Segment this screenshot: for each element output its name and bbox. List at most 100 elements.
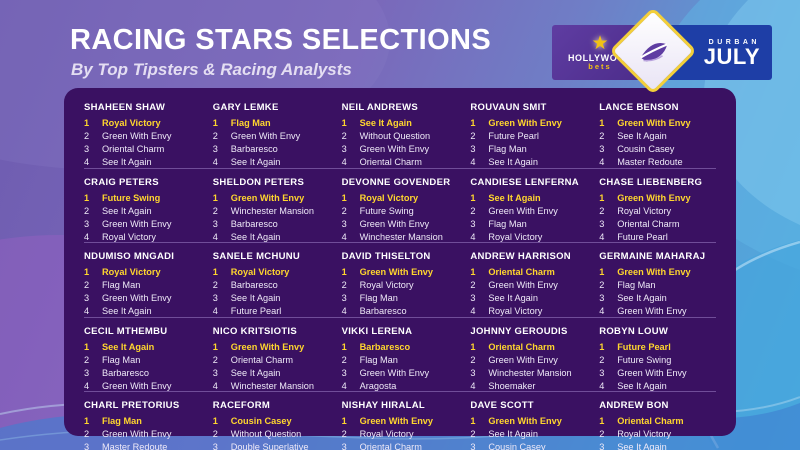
pick-rank: 3 xyxy=(341,442,347,450)
pick-rank: 2 xyxy=(341,429,347,439)
pick-row-2: 2 Flag Man xyxy=(84,280,201,291)
tipster-name: SANELE MCHUNU xyxy=(212,251,301,262)
pick-horse: Green With Envy xyxy=(230,131,301,141)
pick-row-4: 4 Master Redoute xyxy=(599,157,716,168)
pick-horse: Without Question xyxy=(359,131,431,141)
pick-rank: 2 xyxy=(212,205,218,216)
header: RACING STARS SELECTIONS By Top Tipsters … xyxy=(70,24,491,80)
pick-rank: 3 xyxy=(212,218,218,229)
pick-rank: 3 xyxy=(470,293,476,303)
pick-row-4: 4 Royal Victory xyxy=(470,306,587,317)
pick-row-2: 2 Green With Envy xyxy=(84,131,201,142)
pick-row-3: 3 Oriental Charm xyxy=(84,144,201,155)
pick-rank: 1 xyxy=(470,192,476,203)
pick-rank: 2 xyxy=(470,280,476,290)
pick-horse: Cousin Casey xyxy=(230,416,292,426)
tipster-name: NDUMISO MNGADI xyxy=(84,251,175,262)
pick-horse: Royal Victory xyxy=(359,429,414,439)
pick-row-1: 1 Cousin Casey xyxy=(213,416,330,427)
pick-rank: 4 xyxy=(212,157,218,167)
hollywoodbets-name: HOLLYWOOD xyxy=(567,52,633,63)
pick-horse: Flag Man xyxy=(102,416,142,426)
pick-rank: 3 xyxy=(84,144,90,154)
tipster-name: LANCE BENSON xyxy=(599,102,679,113)
pick-horse: Green With Envy xyxy=(488,205,558,216)
tipster-name: NISHAY HIRALAL xyxy=(341,400,425,411)
pick-horse: Flag Man xyxy=(102,354,141,365)
pick-rank: 1 xyxy=(84,267,90,277)
pick-rank: 1 xyxy=(599,118,605,128)
pick-row-3: 3 Flag Man xyxy=(470,144,587,155)
pick-horse: See It Again xyxy=(102,341,155,352)
durban-label: DURBAN xyxy=(708,39,760,46)
pick-row-3: 3 See It Again xyxy=(599,442,716,450)
pick-row-4: 4 Royal Victory xyxy=(470,232,587,243)
pick-rank: 1 xyxy=(212,118,218,128)
pick-rank: 4 xyxy=(599,380,605,391)
pick-row-4: 4 Oriental Charm xyxy=(342,157,459,168)
pick-horse: See It Again xyxy=(230,157,281,167)
pick-horse: Green With Envy xyxy=(359,144,430,154)
pick-horse: See It Again xyxy=(230,231,281,242)
pick-rank: 4 xyxy=(341,157,347,167)
pick-row-1: 1 Green With Envy xyxy=(342,267,459,278)
pick-horse: Royal Victory xyxy=(488,231,543,242)
pick-horse: Cousin Casey xyxy=(617,144,675,154)
tipster-card: CHASE LIEBENBERG 1 Green With Envy 2 Roy… xyxy=(599,177,716,243)
pick-horse: See It Again xyxy=(488,192,541,203)
pick-horse: Winchester Mansion xyxy=(488,367,572,378)
pick-rank: 2 xyxy=(599,205,605,216)
pick-horse: Barbaresco xyxy=(230,144,278,154)
pick-rank: 4 xyxy=(84,157,90,167)
pick-row-2: 2 Future Swing xyxy=(599,355,716,366)
page-title: RACING STARS SELECTIONS xyxy=(70,24,492,56)
pick-horse: Future Swing xyxy=(102,192,161,203)
pick-horse: Royal Victory xyxy=(102,267,161,277)
pick-row-3: 3 Flag Man xyxy=(342,293,459,304)
star-icon: ★ xyxy=(591,32,609,54)
pick-horse: Flag Man xyxy=(488,144,527,154)
pick-rank: 4 xyxy=(212,306,218,316)
pick-row-2: 2 Without Question xyxy=(342,131,459,142)
pick-horse: Oriental Charm xyxy=(488,267,555,277)
pick-rank: 3 xyxy=(84,442,90,450)
pick-rank: 4 xyxy=(470,157,476,167)
pick-rank: 3 xyxy=(599,367,605,378)
pick-rank: 1 xyxy=(470,416,476,426)
pick-rank: 4 xyxy=(341,306,347,316)
pick-rank: 3 xyxy=(341,293,347,303)
tipster-name: RACEFORM xyxy=(212,400,271,411)
pick-horse: Royal Victory xyxy=(617,205,672,216)
pick-horse: Flag Man xyxy=(359,293,398,303)
tipster-card: DAVID THISELTON 1 Green With Envy 2 Roya… xyxy=(342,251,459,317)
tipster-name: CHASE LIEBENBERG xyxy=(599,176,703,188)
tipster-row: CHARL PRETORIUS 1 Flag Man 2 Green With … xyxy=(84,392,716,450)
tipster-card: NICO KRITSIOTIS 1 Green With Envy 2 Orie… xyxy=(213,326,330,392)
tipster-name: SHAHEEN SHAW xyxy=(84,102,166,113)
pick-rank: 3 xyxy=(599,293,605,303)
pick-rank: 3 xyxy=(212,293,218,303)
pick-horse: Green With Envy xyxy=(617,367,687,378)
pick-rank: 1 xyxy=(84,118,90,128)
pick-rank: 1 xyxy=(341,118,347,128)
pick-row-1: 1 See It Again xyxy=(470,193,587,204)
pick-row-2: 2 See It Again xyxy=(599,131,716,142)
pick-horse: Future Swing xyxy=(617,354,672,365)
pick-horse: Royal Victory xyxy=(488,306,543,316)
tipster-name: JOHNNY GEROUDIS xyxy=(470,325,568,337)
pick-rank: 1 xyxy=(599,341,605,352)
pick-horse: Flag Man xyxy=(488,218,527,229)
pick-row-3: 3 Barbaresco xyxy=(213,219,330,230)
pick-rank: 2 xyxy=(599,280,605,290)
pick-rank: 2 xyxy=(84,429,90,439)
pick-rank: 1 xyxy=(212,341,218,352)
tipster-name: GERMAINE MAHARAJ xyxy=(599,251,706,262)
pick-row-3: 3 Oriental Charm xyxy=(342,442,459,450)
pick-horse: Oriental Charm xyxy=(102,144,165,154)
tipster-row: SHAHEEN SHAW 1 Royal Victory 2 Green Wit… xyxy=(84,94,716,169)
pick-row-1: 1 Royal Victory xyxy=(342,193,459,204)
tipster-name: CANDIESE LENFERNA xyxy=(470,176,579,188)
tipster-name: CRAIG PETERS xyxy=(84,176,159,188)
pick-horse: Green With Envy xyxy=(488,354,558,365)
tipster-name: NICO KRITSIOTIS xyxy=(212,325,297,337)
